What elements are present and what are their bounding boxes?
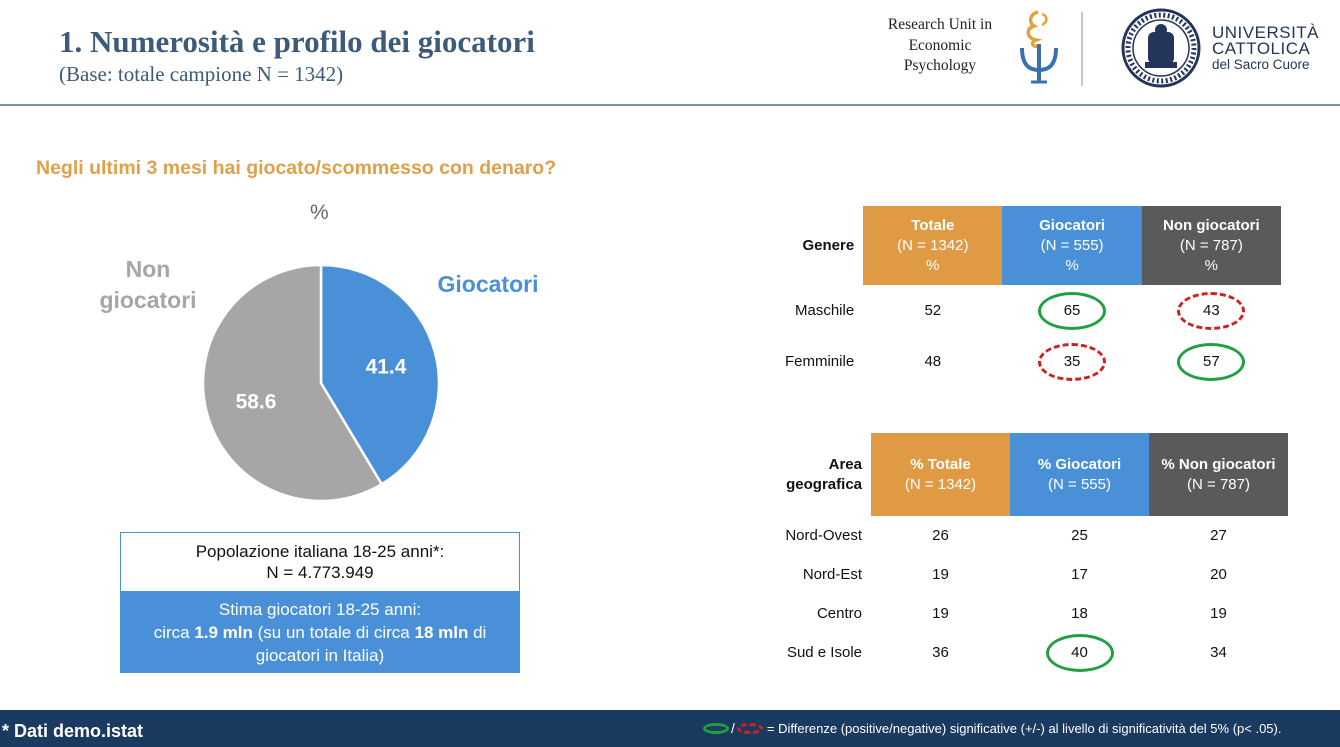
cell-value: 19 [1210,605,1227,622]
row-label: Centro [816,605,862,622]
page-subtitle: (Base: totale campione N = 1342) [59,62,344,86]
table-cell: 25 [1010,516,1149,555]
table-row: Centro 19 18 19 [773,594,1288,633]
table-row: Nord-Est 19 17 20 [773,555,1288,594]
page-title: 1. Numerosità e profilo dei giocatori [59,24,535,59]
negative-ring-icon [736,722,763,734]
area-row-header: Area geografica [773,433,871,516]
table-row: Sud e Isole 36 40 34 [773,633,1288,672]
positive-significance-ring [1038,291,1107,330]
legend-text: = Differenze (positive/negative) signifi… [766,720,1282,736]
header-divider [0,104,1340,106]
pie-slice-giocatori [319,263,441,486]
table-cell: 34 [1149,633,1288,672]
table-row: Femminile 48 35 57 [773,336,1281,387]
cell-value: 26 [932,527,949,544]
table-cell: 27 [1149,516,1288,555]
gender-row-header: Genere [773,206,864,285]
table-cell: 19 [871,555,1010,594]
col-header-totale: Totale (N = 1342)% [863,206,1003,285]
cell-value: 52 [924,302,942,319]
population-box: Popolazione italiana 18-25 anni*: N = 4.… [120,532,520,673]
col-header-pct-totale: % Totale (N = 1342) [871,433,1010,516]
pie-value-label: 58.6 [236,391,277,414]
negative-significance-ring [1177,291,1246,330]
cell-value: 18 [1071,605,1088,622]
row-label: Femminile [784,353,855,370]
pie-slice-non-giocatori [201,263,384,503]
cell-value: 27 [1210,527,1227,544]
row-label: Nord-Est [802,566,862,583]
positive-ring-icon [703,722,729,734]
university-name: UNIVERSITÀ CATTOLICA del Sacro Cuore [1212,23,1320,72]
negative-significance-ring [1038,342,1107,381]
logo-divider [1081,12,1083,86]
pie-category-label: Non [126,256,171,282]
pie-category-label: giocatori [99,287,196,313]
chart-unit-label: % [310,201,329,224]
table-cell: 19 [1149,594,1288,633]
table-row: Nord-Ovest 26 25 27 [773,516,1288,555]
table-cell: 57 [1142,336,1281,387]
positive-significance-ring [1177,342,1246,381]
table-cell: 40 [1010,633,1149,672]
table-cell: 65 [1002,285,1141,336]
psi-logo-icon [1020,10,1058,84]
table-cell: 48 [863,336,1002,387]
col-header-pct-giocatori: % Giocatori (N = 555) [1010,433,1149,516]
population-info: Popolazione italiana 18-25 anni*: N = 4.… [121,533,519,591]
university-seal-icon [1121,8,1201,88]
cell-value: 36 [932,644,949,661]
table-cell: 19 [871,594,1010,633]
gender-table: Genere Totale (N = 1342)% Giocatori (N = 5… [773,206,1281,387]
cell-value: 34 [1210,644,1227,661]
significance-legend: / = Differenze (positive/negative) signi… [703,717,1281,739]
pie-category-label: Giocatori [438,271,539,297]
table-cell: 17 [1010,555,1149,594]
cell-value: 19 [932,605,949,622]
estimate-info: Stima giocatori 18-25 anni: circa 1.9 ml… [121,591,519,672]
col-header-pct-non-giocatori: % Non giocatori (N = 787) [1149,433,1288,516]
table-cell: 52 [863,285,1002,336]
cell-value: 20 [1210,566,1227,583]
row-label: Nord-Ovest [785,527,862,544]
survey-question: Negli ultimi 3 mesi hai giocato/scommess… [36,157,557,179]
pie-value-label: 41.4 [366,356,407,379]
positive-significance-ring [1045,633,1114,672]
col-header-non-giocatori: Non giocatori (N = 787)% [1141,206,1281,285]
table-cell: 20 [1149,555,1288,594]
footer-bar: * Dati demo.istat [0,710,1340,747]
table-cell: 35 [1002,336,1141,387]
col-header-giocatori: Giocatori (N = 555)% [1002,206,1142,285]
table-cell: 43 [1142,285,1281,336]
cell-value: 19 [932,566,949,583]
cell-value: 48 [924,353,942,370]
cell-value: 17 [1071,566,1088,583]
table-cell: 26 [871,516,1010,555]
table-cell: 18 [1010,594,1149,633]
cell-value: 25 [1071,527,1088,544]
row-label: Sud e Isole [786,644,862,661]
research-unit-name: Research Unit in Economic Psychology [887,16,993,74]
row-label: Maschile [794,302,855,319]
table-cell: 36 [871,633,1010,672]
legend-slash: / [731,720,735,736]
table-row: Maschile 52 65 43 [773,285,1281,336]
area-table: Area geografica % Totale (N = 1342) % Gioc… [773,433,1288,672]
footer-source: * Dati demo.istat [2,721,144,741]
